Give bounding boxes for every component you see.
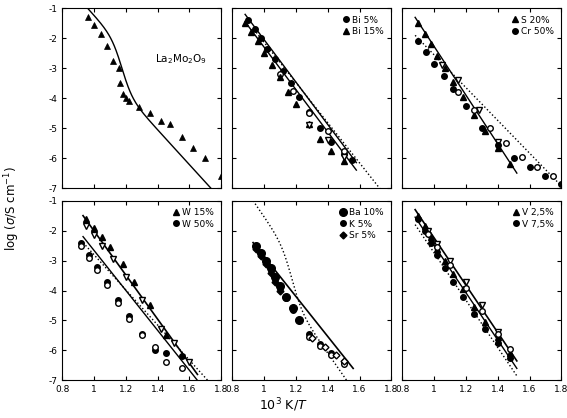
Text: log ($\sigma$/S cm$^{-1}$): log ($\sigma$/S cm$^{-1}$) (3, 166, 23, 252)
Legend: W 15%, W 50%: W 15%, W 50% (170, 205, 217, 231)
Legend: Ba 10%, K 5%, Sr 5%: Ba 10%, K 5%, Sr 5% (337, 205, 387, 243)
Legend: S 20%, Cr 50%: S 20%, Cr 50% (509, 13, 557, 39)
Legend: V 2,5%, V 7,5%: V 2,5%, V 7,5% (510, 205, 557, 231)
Legend: Bi 5%, Bi 15%: Bi 5%, Bi 15% (340, 13, 387, 39)
Text: La$_2$Mo$_2$O$_9$: La$_2$Mo$_2$O$_9$ (155, 52, 206, 66)
Text: $10^3$ K/$T$: $10^3$ K/$T$ (259, 396, 308, 414)
